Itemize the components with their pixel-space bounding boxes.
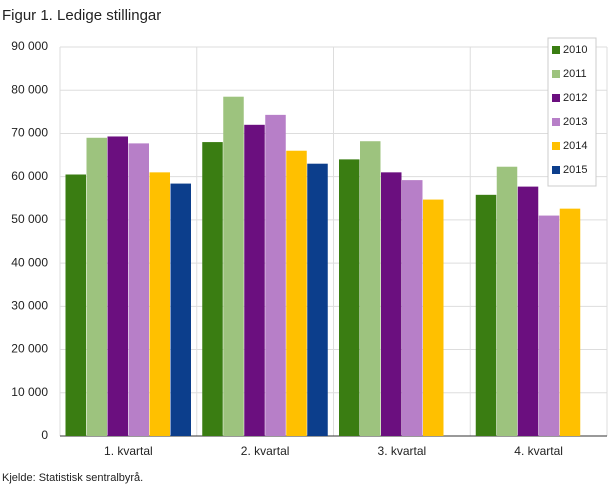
- y-tick-label: 60 000: [11, 169, 48, 183]
- chart-title: Figur 1. Ledige stillingar: [2, 7, 161, 24]
- y-tick-label: 0: [41, 428, 48, 442]
- bar: [170, 183, 191, 436]
- y-tick-label: 90 000: [11, 39, 48, 53]
- bar: [339, 159, 360, 436]
- bar: [538, 215, 560, 436]
- legend-label: 2013: [563, 116, 587, 128]
- bar: [244, 124, 265, 437]
- legend-label: 2010: [563, 44, 587, 56]
- legend-swatch: [552, 94, 560, 102]
- legend-label: 2015: [563, 164, 587, 176]
- legend-box: [547, 37, 597, 187]
- y-tick-label: 50 000: [11, 212, 48, 226]
- source: Kjelde: Statistisk sentralbyrå.: [2, 472, 143, 484]
- legend-swatch: [552, 166, 560, 174]
- legend-swatch: [552, 70, 560, 78]
- bar: [307, 163, 328, 436]
- bar: [423, 199, 444, 436]
- bar: [402, 180, 423, 436]
- x-tick-label: 4. kvartal: [514, 444, 563, 458]
- bar: [496, 166, 518, 436]
- y-tick-label: 70 000: [11, 126, 48, 140]
- bar: [475, 194, 497, 436]
- bar: [107, 136, 128, 436]
- y-tick-label: 40 000: [11, 255, 48, 269]
- y-tick-label: 20 000: [11, 342, 48, 356]
- bar: [202, 142, 223, 437]
- bar: [265, 114, 286, 436]
- bar: [149, 172, 170, 436]
- legend-swatch: [552, 118, 560, 126]
- y-tick-label: 30 000: [11, 299, 48, 313]
- bar: [86, 137, 107, 436]
- bar: [286, 150, 307, 436]
- bar: [128, 143, 149, 436]
- legend-swatch: [552, 46, 560, 54]
- bar: [381, 172, 402, 436]
- x-tick-label: 3. kvartal: [378, 444, 427, 458]
- y-tick-label: 10 000: [11, 385, 48, 399]
- x-tick-label: 2. kvartal: [241, 444, 290, 458]
- legend-label: 2011: [563, 68, 587, 80]
- legend-swatch: [552, 142, 560, 150]
- bar: [559, 208, 581, 436]
- bar: [517, 186, 539, 436]
- bar: [223, 96, 244, 436]
- x-tick-label: 1. kvartal: [104, 444, 153, 458]
- y-tick-label: 80 000: [11, 82, 48, 96]
- legend-label: 2014: [563, 140, 587, 152]
- bar: [65, 174, 86, 436]
- legend-label: 2012: [563, 92, 587, 104]
- bar: [360, 141, 381, 437]
